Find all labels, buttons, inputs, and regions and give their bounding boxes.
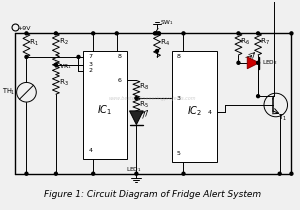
Text: VR$_1$: VR$_1$ [59,62,72,71]
Circle shape [278,172,281,175]
Text: SW$_1$: SW$_1$ [160,18,174,27]
Circle shape [237,61,240,64]
Text: 7: 7 [88,54,92,59]
Circle shape [182,32,185,35]
Polygon shape [130,111,143,125]
Circle shape [182,172,185,175]
Text: T$_1$: T$_1$ [278,113,287,123]
Circle shape [77,55,80,58]
Text: R$_2$: R$_2$ [59,37,69,47]
Circle shape [115,32,118,35]
Text: Figure 1: Circuit Diagram of Fridge Alert System: Figure 1: Circuit Diagram of Fridge Aler… [44,190,261,199]
Text: TH$_1$: TH$_1$ [2,87,16,97]
Circle shape [237,32,240,35]
Text: 8: 8 [177,54,181,59]
Circle shape [154,32,156,34]
Circle shape [154,32,157,35]
Polygon shape [247,57,259,69]
Circle shape [290,172,293,175]
Circle shape [135,97,138,100]
Text: 3: 3 [88,62,92,67]
Text: LED$_2$: LED$_2$ [262,58,278,67]
Circle shape [158,32,160,34]
Bar [172,51,217,162]
Circle shape [256,95,260,98]
Text: R$_6$: R$_6$ [240,37,250,47]
Text: IC$_2$: IC$_2$ [187,105,202,118]
Text: 8: 8 [118,54,122,59]
Text: R$_8$: R$_8$ [139,82,149,92]
Text: R$_3$: R$_3$ [59,77,69,88]
Bar [83,51,127,159]
Circle shape [54,32,57,35]
Circle shape [54,172,57,175]
Text: 6: 6 [118,78,122,83]
Circle shape [290,32,293,35]
Text: 3: 3 [177,96,181,101]
Text: LED$_1$: LED$_1$ [126,165,141,174]
Text: +9V: +9V [18,26,31,31]
Text: IC$_1$: IC$_1$ [97,103,113,117]
Text: R$_4$: R$_4$ [160,38,170,48]
Circle shape [256,61,260,64]
Circle shape [155,32,158,35]
Circle shape [25,172,28,175]
Circle shape [158,32,160,35]
Circle shape [25,55,28,58]
Text: R$_5$: R$_5$ [139,100,149,110]
Circle shape [92,32,95,35]
Text: 5: 5 [177,151,181,156]
Circle shape [264,93,287,117]
Text: 2: 2 [88,68,92,73]
Text: 4: 4 [208,110,212,114]
Circle shape [25,32,28,35]
Circle shape [256,32,260,35]
Circle shape [155,50,158,52]
Circle shape [92,172,95,175]
Circle shape [54,63,57,66]
Text: R$_7$: R$_7$ [260,37,270,47]
Text: R$_1$: R$_1$ [29,38,39,48]
Circle shape [135,172,138,175]
Text: 4: 4 [88,148,92,153]
Text: www.bestengineeeringprojects.com: www.bestengineeeringprojects.com [108,96,196,101]
